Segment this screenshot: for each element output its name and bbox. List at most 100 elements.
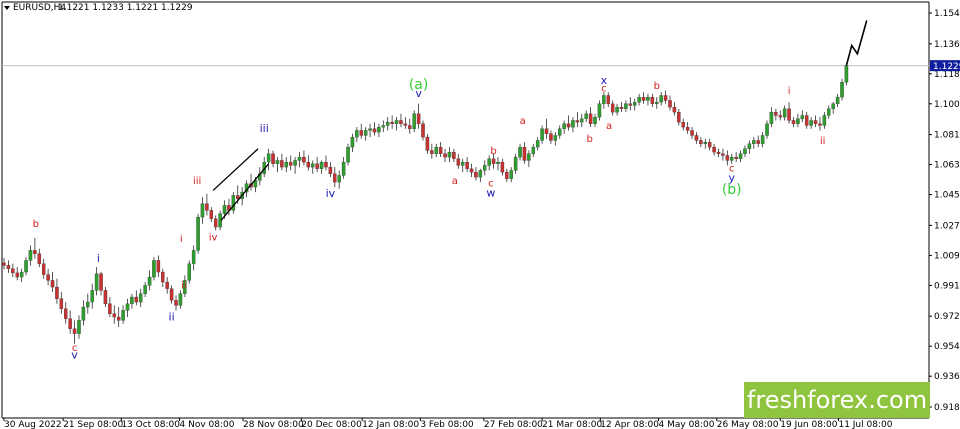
candle-body bbox=[456, 158, 461, 166]
candle-body bbox=[835, 96, 840, 104]
candle-body bbox=[121, 310, 125, 321]
candle-body bbox=[491, 158, 496, 164]
candle-body bbox=[685, 126, 690, 131]
bearish-candle bbox=[469, 163, 474, 178]
candle-body bbox=[55, 286, 59, 299]
bullish-candle bbox=[580, 113, 584, 128]
candle-body bbox=[694, 135, 699, 141]
candle-body bbox=[147, 276, 152, 286]
bearish-candle bbox=[271, 150, 275, 168]
price-tick-label: 0.9180 bbox=[934, 403, 960, 413]
bullish-candle bbox=[81, 300, 86, 326]
candle-body bbox=[522, 146, 527, 161]
wave-label: c bbox=[488, 178, 494, 189]
bearish-candle bbox=[169, 285, 174, 304]
bullish-candle bbox=[19, 268, 24, 283]
candle-body bbox=[403, 123, 408, 126]
bullish-candle bbox=[738, 150, 743, 163]
bullish-candle bbox=[363, 127, 368, 141]
time-tick-label: 26 May 08:00 bbox=[717, 420, 779, 429]
bearish-candle bbox=[156, 255, 161, 278]
bearish-candle bbox=[108, 297, 112, 318]
candle-body bbox=[791, 120, 796, 124]
wave-label: b bbox=[490, 146, 496, 157]
candle-body bbox=[416, 113, 421, 124]
price-tick-label: 0.9545 bbox=[934, 342, 960, 352]
candle-body bbox=[549, 133, 553, 141]
bearish-candle bbox=[408, 118, 412, 134]
bullish-candle bbox=[747, 140, 752, 154]
wave-label: i bbox=[180, 234, 183, 245]
time-tick-label: 12 Apr 08:00 bbox=[600, 420, 659, 429]
price-tick-label: 1.0635 bbox=[934, 161, 960, 171]
candle-body bbox=[319, 161, 324, 169]
candle-body bbox=[108, 303, 112, 314]
candle-body bbox=[597, 103, 602, 118]
time-tick-label: 28 Nov 08:00 bbox=[243, 420, 304, 429]
candle-body bbox=[161, 271, 165, 283]
candle-body bbox=[196, 216, 200, 251]
bearish-candle bbox=[333, 167, 337, 188]
candle-body bbox=[566, 123, 571, 128]
bearish-candle bbox=[359, 123, 364, 139]
bullish-candle bbox=[231, 192, 236, 214]
candle-body bbox=[90, 290, 94, 303]
bearish-candle bbox=[324, 155, 328, 171]
candle-body bbox=[769, 111, 774, 124]
bearish-candle bbox=[41, 258, 46, 279]
bearish-candle bbox=[37, 248, 42, 268]
candle-body bbox=[734, 156, 738, 159]
bullish-candle bbox=[275, 157, 280, 173]
candle-body bbox=[460, 161, 465, 166]
time-tick-label: 30 Aug 2022 bbox=[4, 420, 62, 429]
bearish-candle bbox=[725, 150, 730, 166]
candle-body bbox=[183, 280, 187, 294]
candle-body bbox=[86, 301, 90, 308]
candle-body bbox=[209, 210, 214, 219]
candle-body bbox=[275, 160, 280, 164]
logo-text: freshforex.com bbox=[746, 386, 928, 414]
candle-body bbox=[359, 130, 364, 136]
bullish-candle bbox=[183, 275, 187, 298]
candle-body bbox=[430, 150, 434, 154]
bullish-candle bbox=[394, 117, 399, 131]
candle-body bbox=[729, 156, 734, 161]
candle-body bbox=[588, 113, 593, 124]
candle-body bbox=[390, 121, 394, 124]
candle-body bbox=[125, 303, 130, 311]
bullish-candle bbox=[385, 117, 390, 131]
bullish-candle bbox=[782, 105, 787, 121]
wave-label: b bbox=[654, 81, 660, 92]
candle-body bbox=[787, 108, 791, 121]
bearish-candle bbox=[6, 260, 11, 273]
candle-body bbox=[650, 96, 655, 104]
candle-body bbox=[236, 195, 240, 199]
bullish-candle bbox=[760, 132, 765, 148]
candle-body bbox=[341, 161, 346, 176]
candle-body bbox=[99, 273, 103, 291]
bearish-candle bbox=[716, 148, 721, 158]
bullish-candle bbox=[527, 150, 531, 168]
candle-body bbox=[200, 203, 205, 218]
bullish-candle bbox=[94, 267, 99, 296]
candle-body bbox=[747, 143, 752, 149]
bullish-candle bbox=[178, 290, 183, 309]
candle-body bbox=[297, 156, 302, 161]
bearish-candle bbox=[663, 90, 668, 104]
bearish-candle bbox=[280, 153, 284, 171]
candle-body bbox=[134, 296, 139, 303]
bearish-candle bbox=[818, 117, 822, 131]
candle-body bbox=[571, 120, 575, 128]
bullish-candle bbox=[637, 93, 641, 106]
bearish-candle bbox=[134, 290, 139, 306]
bullish-candle bbox=[655, 97, 659, 109]
candle-body bbox=[544, 128, 549, 134]
bearish-candle bbox=[421, 120, 425, 141]
bearish-candle bbox=[641, 92, 646, 104]
triangle-down-icon[interactable] bbox=[4, 6, 10, 10]
candle-body bbox=[94, 273, 99, 291]
candle-body bbox=[288, 161, 293, 166]
bullish-candle bbox=[200, 197, 205, 224]
candle-body bbox=[28, 250, 33, 261]
